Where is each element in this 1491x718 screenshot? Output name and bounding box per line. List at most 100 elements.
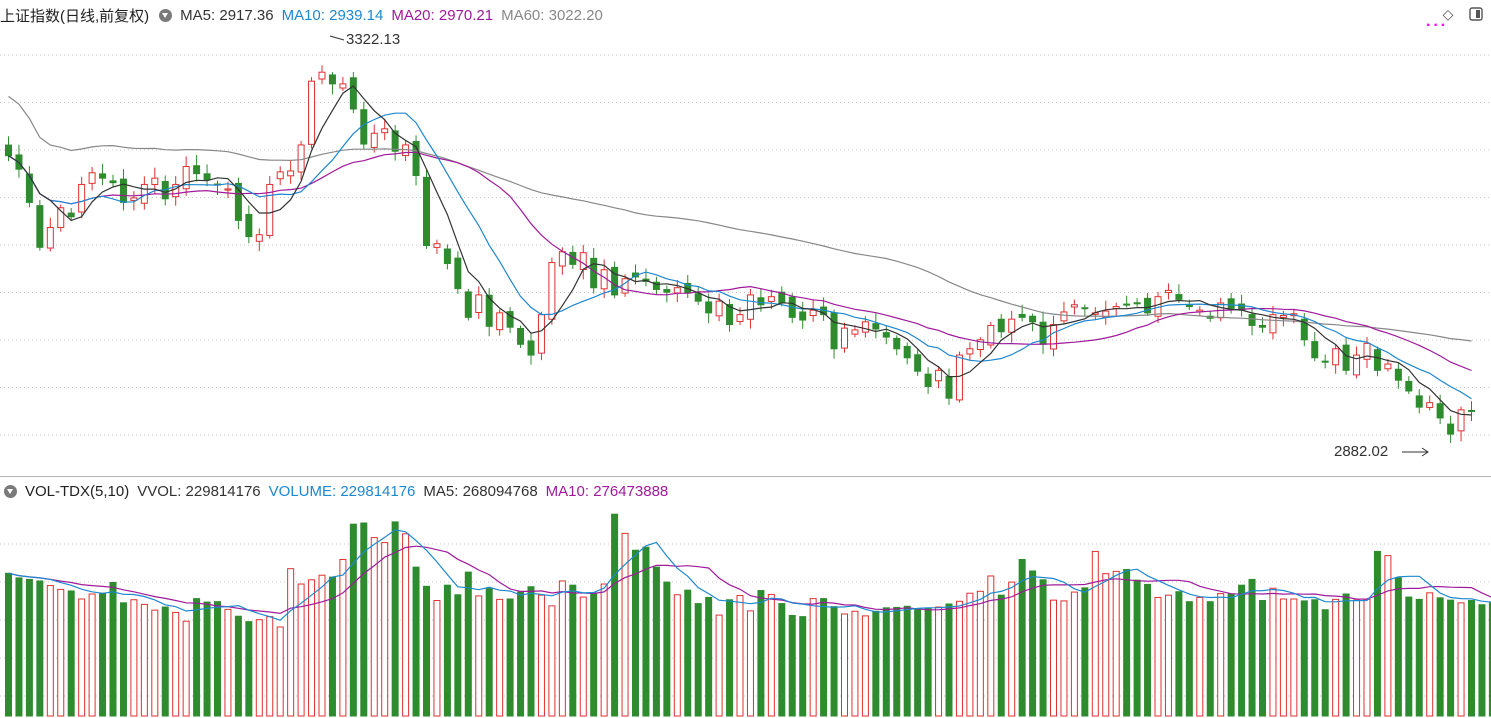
- candle-body: [537, 314, 545, 354]
- candle-body: [1248, 314, 1256, 326]
- volume-bar: [935, 606, 943, 717]
- candle-body: [809, 309, 817, 317]
- volume-chart-title: VOL-TDX(5,10): [25, 482, 130, 500]
- volume-bar: [537, 594, 545, 717]
- candle-body: [1311, 341, 1319, 359]
- volume-bar: [287, 568, 295, 717]
- volume-bar: [632, 549, 639, 717]
- candle-body: [78, 183, 86, 213]
- volume-bar: [621, 532, 629, 717]
- volume-bar: [726, 599, 734, 717]
- volume-bar: [224, 608, 232, 717]
- volume-bar: [297, 583, 305, 717]
- candle-body: [454, 257, 462, 290]
- volume-bar: [1206, 601, 1214, 717]
- diamond-icon[interactable]: ◇: [1442, 5, 1454, 22]
- candle-body: [1227, 298, 1235, 309]
- volume-bar: [1039, 579, 1047, 717]
- candle-body: [109, 180, 117, 184]
- volume-bar: [694, 603, 702, 717]
- volume-bar: [1478, 604, 1486, 717]
- volume-bar: [140, 603, 148, 717]
- volume-bar: [1248, 578, 1256, 717]
- volume-bar: [360, 522, 368, 717]
- volume-bar: [1050, 599, 1057, 717]
- volume-bar: [182, 620, 190, 717]
- indicator-menu-icon[interactable]: [159, 8, 173, 22]
- candle-body: [757, 297, 765, 306]
- candle-body: [1468, 409, 1475, 412]
- candle-body: [830, 312, 838, 350]
- candle-body: [726, 303, 734, 326]
- volume-bar: [276, 626, 284, 717]
- candle-body: [423, 176, 430, 247]
- volume-bar: [443, 584, 451, 717]
- volume-bar: [423, 585, 430, 717]
- volume-bar: [193, 598, 201, 717]
- candle-body: [1279, 315, 1287, 318]
- volume-chart-header: VOL-TDX(5,10) VVOL: 229814176 VOLUME: 22…: [0, 478, 676, 504]
- volume-bar: [841, 613, 848, 717]
- volume-bar: [590, 592, 598, 717]
- volume-bar: [1154, 596, 1162, 717]
- volume-bar: [1279, 598, 1287, 717]
- window-icon[interactable]: [1468, 6, 1484, 22]
- volume-bar: [611, 513, 619, 717]
- candle-body: [308, 80, 316, 145]
- volume-bar: [569, 584, 577, 717]
- volume-bar: [15, 577, 23, 717]
- ma5-legend: MA5: 2917.36: [180, 6, 274, 24]
- volume-bar: [788, 614, 796, 717]
- volume-bar: [1164, 594, 1172, 717]
- candle-body: [1123, 303, 1131, 306]
- volume-bar: [830, 606, 838, 717]
- volume-bar: [308, 579, 316, 717]
- candle-body: [767, 296, 775, 302]
- candle-body: [914, 354, 922, 372]
- ma20-legend: MA20: 2970.21: [391, 6, 494, 24]
- volume-bar: [151, 609, 159, 717]
- volume-bar: [25, 578, 33, 717]
- candle-body: [715, 300, 723, 317]
- candle-body: [287, 170, 295, 177]
- volume-bar: [402, 533, 410, 717]
- volume-bar: [234, 615, 242, 717]
- volume-bar: [130, 599, 138, 717]
- more-dots-icon[interactable]: ···: [1426, 17, 1448, 34]
- volume-bar: [1405, 596, 1413, 717]
- volume-bar: [1029, 570, 1037, 717]
- candle-body: [924, 373, 932, 387]
- candle-body: [1447, 423, 1455, 435]
- volume-bar: [1300, 600, 1308, 717]
- candle-body: [193, 165, 201, 175]
- candle-body: [1259, 325, 1266, 328]
- volume-bar: [1415, 598, 1423, 717]
- volume-bar: [214, 601, 221, 717]
- volume-bar: [1363, 598, 1371, 717]
- candle-body: [224, 188, 232, 191]
- candle-body: [1353, 354, 1361, 376]
- candle-body: [705, 301, 713, 314]
- volume-bar: [705, 596, 713, 717]
- candle-body: [475, 294, 483, 314]
- candle-body: [1133, 302, 1141, 305]
- volume-bar: [1144, 583, 1152, 717]
- candle-body: [297, 144, 305, 173]
- candle-body: [799, 311, 807, 321]
- volume-bar: [318, 574, 326, 717]
- volume-bar: [1332, 598, 1340, 717]
- candle-body: [976, 339, 984, 351]
- volume-bar: [652, 566, 660, 717]
- high-price-label: 3322.13: [346, 31, 401, 48]
- volume-indicator-menu-icon[interactable]: [4, 484, 17, 498]
- volume-bar: [1311, 599, 1319, 717]
- volume-bar: [746, 610, 754, 717]
- candle-body: [1175, 294, 1183, 300]
- volume-bar: [778, 603, 786, 717]
- candle-body: [25, 173, 33, 203]
- volume-bar: [506, 598, 514, 717]
- candle-body: [548, 262, 556, 320]
- candle-body: [861, 321, 869, 333]
- candle-body: [611, 266, 619, 296]
